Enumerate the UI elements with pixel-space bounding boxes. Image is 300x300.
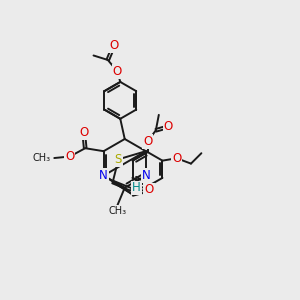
Text: O: O [172, 152, 181, 165]
Text: O: O [143, 135, 152, 148]
Text: CH₃: CH₃ [33, 153, 51, 163]
Text: O: O [109, 39, 119, 52]
Text: H: H [132, 182, 141, 194]
Text: S: S [115, 153, 122, 166]
Text: O: O [113, 65, 122, 78]
Text: O: O [164, 120, 173, 133]
Text: O: O [65, 150, 74, 163]
Text: O: O [79, 126, 88, 139]
Text: N: N [142, 169, 150, 182]
Text: CH₃: CH₃ [108, 206, 126, 216]
Text: N: N [99, 169, 108, 182]
Text: O: O [144, 184, 154, 196]
